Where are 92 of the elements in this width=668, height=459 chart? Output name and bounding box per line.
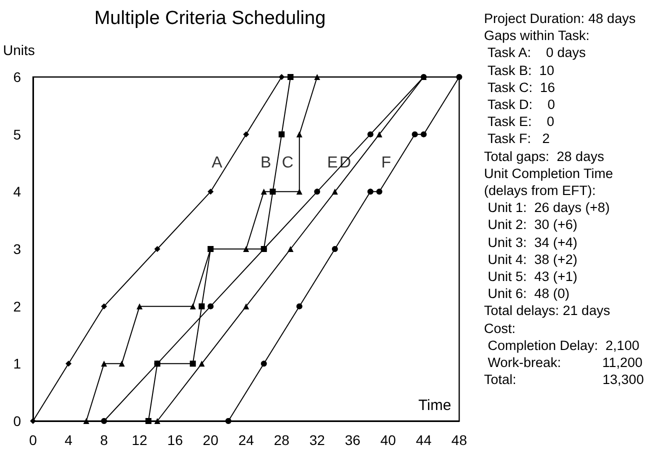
point — [243, 303, 250, 310]
text: (delays from EFT): — [484, 182, 597, 200]
point — [190, 360, 196, 367]
text: Unit 3: 34 (+4) — [486, 234, 578, 251]
point — [288, 74, 294, 80]
y-tick-label: 4 — [13, 184, 22, 200]
point — [278, 131, 285, 138]
point — [208, 303, 214, 310]
point — [296, 131, 302, 138]
point — [278, 74, 285, 80]
point — [145, 418, 152, 424]
text: Total delays: 21 days — [484, 302, 612, 320]
x-tick-label: 20 — [202, 432, 219, 448]
point — [367, 131, 374, 138]
text: Unit 1: 26 days (+8) — [486, 199, 611, 216]
point — [101, 418, 108, 424]
point — [296, 303, 302, 310]
point — [66, 360, 72, 367]
x-tick-label: 12 — [132, 432, 148, 448]
point — [198, 360, 205, 367]
y-tick-label: 0 — [13, 413, 22, 429]
series-label: B — [260, 154, 272, 172]
y-tick-label: 6 — [13, 69, 22, 85]
text: Total gaps: 28 days — [484, 148, 606, 165]
x-tick-label: 36 — [344, 432, 361, 448]
y-tick-label: 2 — [13, 298, 22, 314]
point — [412, 131, 418, 138]
point — [154, 246, 160, 252]
y-axis-title: Units — [3, 42, 35, 58]
point — [101, 303, 108, 310]
x-tick-label: 32 — [309, 432, 326, 448]
text: Task F: 2 — [486, 130, 551, 148]
text: Unit Completion Time — [484, 164, 614, 182]
x-tick-label: 40 — [380, 432, 396, 448]
text: Unit 6: 48 (0) — [486, 285, 571, 302]
point — [420, 131, 427, 138]
text: Total: 13,300 — [484, 371, 645, 388]
point — [332, 188, 338, 195]
x-tick-label: 8 — [100, 432, 108, 448]
x-tick-label: 48 — [451, 432, 468, 448]
x-tick-label: 24 — [238, 432, 254, 448]
x-tick-label: 28 — [274, 432, 290, 448]
point — [296, 188, 302, 195]
point — [225, 418, 232, 424]
point — [260, 360, 267, 367]
point — [314, 74, 320, 80]
point — [270, 188, 276, 195]
text: Task B: 10 — [486, 62, 556, 79]
point — [208, 188, 214, 195]
point — [260, 188, 267, 195]
chart-title: Multiple Criteria Scheduling — [94, 8, 326, 29]
x-tick-label: 4 — [64, 432, 73, 448]
point — [288, 246, 294, 252]
point — [83, 418, 90, 424]
point — [376, 131, 382, 138]
y-tick-label: 5 — [13, 126, 22, 142]
point — [154, 418, 160, 424]
series-label: F — [381, 154, 392, 172]
series-label: E — [327, 154, 338, 172]
point — [332, 246, 338, 252]
x-tick-label: 44 — [416, 432, 432, 448]
point — [243, 131, 250, 138]
text: Unit 5: 43 (+1) — [486, 268, 578, 286]
series-label: A — [212, 154, 223, 172]
x-tick-label: 16 — [167, 432, 184, 448]
point — [190, 303, 196, 310]
x-axis-title: Time — [418, 397, 452, 414]
text: Cost: — [484, 320, 517, 337]
series-label: C — [282, 154, 294, 172]
point — [456, 74, 462, 80]
text: Completion Delay: 2,100 — [486, 336, 640, 354]
y-tick-label: 1 — [13, 356, 22, 372]
point — [367, 188, 374, 195]
point — [376, 188, 382, 195]
text: Unit 4: 38 (+2) — [486, 250, 578, 268]
point — [314, 188, 320, 195]
point — [118, 360, 125, 367]
text: Task E: 0 — [486, 113, 556, 130]
text: Task D: 0 — [486, 96, 556, 114]
point — [243, 246, 250, 252]
text: Work-break: 11,200 — [486, 354, 644, 372]
point — [30, 418, 36, 424]
point — [136, 303, 143, 310]
text: Gaps within Task: — [484, 27, 591, 44]
text: Project Duration: 48 days — [484, 10, 637, 28]
text: Unit 2: 30 (+6) — [486, 216, 578, 234]
x-tick-label: 0 — [29, 432, 38, 448]
text: Task A: 0 days — [486, 44, 587, 62]
text: Task C: 16 — [486, 78, 556, 96]
y-tick-label: 3 — [13, 241, 22, 257]
point — [198, 303, 205, 310]
point — [101, 360, 108, 367]
